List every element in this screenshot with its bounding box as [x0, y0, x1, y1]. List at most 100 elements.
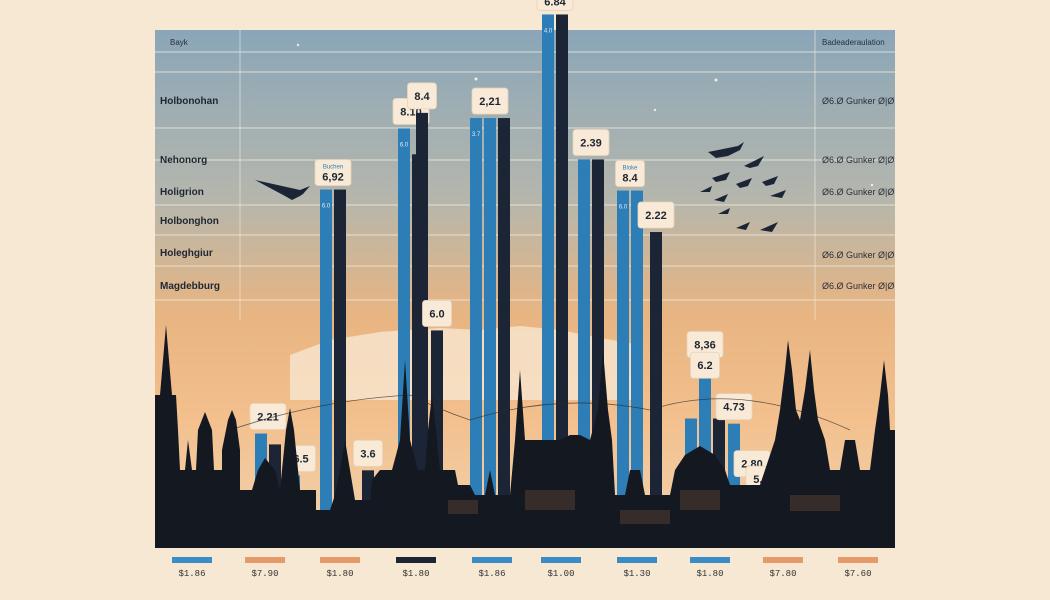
value-label: 6.2 — [697, 360, 712, 372]
footer-label: $1.86 — [478, 569, 505, 579]
value-label: 6.84 — [544, 0, 566, 8]
airplane-icon — [760, 222, 778, 232]
footer-swatch — [617, 557, 657, 563]
silhouette-windows — [448, 490, 840, 524]
star — [296, 43, 300, 47]
footer-swatch — [396, 557, 436, 563]
row-note: Ø6.Ø Gunker Ø|Ø — [822, 96, 894, 106]
airplane-icon — [714, 194, 728, 202]
corner-label-left: Bayk — [170, 38, 189, 47]
footer-swatch — [172, 557, 212, 563]
footer-label: $7.90 — [251, 569, 278, 579]
footer-swatch — [690, 557, 730, 563]
bar-inner-label: 3.7 — [472, 132, 481, 138]
value-label-box — [407, 82, 437, 110]
row-label: Nehonorg — [160, 155, 207, 166]
value-label-box — [353, 439, 383, 467]
value-label-box — [690, 351, 720, 379]
row-label: Holeghgiur — [160, 248, 213, 259]
bar-inner-label: 4.0 — [544, 28, 553, 34]
bar — [617, 190, 629, 548]
bar — [542, 14, 554, 548]
value-label: 8.4 — [622, 173, 638, 185]
airplane-icon — [770, 190, 786, 198]
bar — [320, 189, 332, 548]
value-label-box — [422, 300, 452, 327]
row-labels: Holbonohan Nehonorg Holigrion Holbonghon… — [160, 96, 220, 292]
value-label-box — [536, 0, 574, 11]
footer-label: $1.80 — [696, 569, 723, 579]
bar-inner-label: 6.0 — [322, 204, 331, 210]
star — [870, 183, 874, 187]
airplane-icon — [712, 172, 730, 182]
footer-swatch — [245, 557, 285, 563]
value-label: 8,36 — [694, 340, 715, 352]
bar — [631, 190, 643, 548]
value-label: 3.6 — [360, 448, 375, 460]
airplane-icon — [762, 176, 778, 186]
bar — [484, 118, 496, 548]
footer-swatch — [320, 557, 360, 563]
airplane-icon — [708, 142, 744, 158]
star — [474, 77, 478, 81]
value-label-tag: Buchen — [323, 165, 343, 171]
airplane-icon — [736, 178, 752, 188]
bar — [498, 118, 510, 548]
footer-label: $1.86 — [178, 569, 205, 579]
bar — [470, 118, 482, 548]
stars — [296, 43, 874, 187]
value-label-box — [249, 403, 287, 430]
row-label: Holbonohan — [160, 96, 218, 107]
value-label: 4.73 — [723, 402, 744, 414]
footer-label: $1.80 — [326, 569, 353, 579]
row-note: Ø6.Ø Gunker Ø|Ø — [822, 250, 894, 260]
row-notes: Ø6.Ø Gunker Ø|Ø Ø6.Ø Gunker Ø|Ø Ø6.Ø Gun… — [822, 96, 894, 291]
footer-label: $7.60 — [844, 569, 871, 579]
value-label: 2,21 — [479, 96, 500, 108]
value-label: 6.0 — [429, 308, 444, 320]
airplane-icon — [700, 186, 712, 192]
bar — [650, 232, 662, 548]
airplane-icon — [718, 208, 730, 214]
row-label: Magdebburg — [160, 281, 220, 292]
airplane-icon — [255, 142, 786, 232]
value-label-box — [572, 129, 610, 156]
footer-label: $7.80 — [769, 569, 796, 579]
value-label: 6,92 — [322, 172, 343, 184]
footer-swatch — [838, 557, 878, 563]
airplane-icon — [744, 156, 764, 168]
row-label: Holbonghon — [160, 216, 219, 227]
corner-label-right: Badeaderaulation — [822, 38, 885, 47]
footer-swatch — [472, 557, 512, 563]
row-note: Ø6.Ø Gunker Ø|Ø — [822, 187, 894, 197]
footer-label: $1.80 — [402, 569, 429, 579]
value-label-box — [637, 201, 675, 229]
value-label: 2.22 — [645, 210, 666, 222]
value-label: 8.4 — [414, 91, 430, 103]
value-label: 2.21 — [257, 412, 278, 424]
row-note: Ø6.Ø Gunker Ø|Ø — [822, 155, 894, 165]
bar — [416, 112, 428, 548]
gridlines — [155, 51, 895, 301]
airplane-icon — [736, 222, 750, 230]
value-label-box — [471, 87, 509, 115]
star — [653, 108, 657, 112]
footer-swatch — [763, 557, 803, 563]
bar — [556, 14, 568, 548]
power-lines — [229, 394, 851, 431]
footer-label: $1.30 — [623, 569, 650, 579]
star — [714, 78, 718, 82]
value-label-box — [615, 160, 645, 187]
value-label: 2.39 — [580, 138, 601, 150]
vertical-gridlines — [239, 30, 816, 320]
row-label: Holigrion — [160, 187, 204, 198]
bar-inner-label: 6.0 — [400, 142, 409, 148]
bar-inner-label: 6.0 — [619, 205, 628, 211]
footer-legend: $1.86 $7.90 $1.80 $1.80 $1.86 $1.00 $1.30 $1.80… — [172, 557, 878, 579]
row-note: Ø6.Ø Gunker Ø|Ø — [822, 281, 894, 291]
value-label-tag: Bloke — [622, 166, 638, 172]
value-label-box — [314, 159, 352, 186]
footer-swatch — [541, 557, 581, 563]
footer-label: $1.00 — [547, 569, 574, 579]
